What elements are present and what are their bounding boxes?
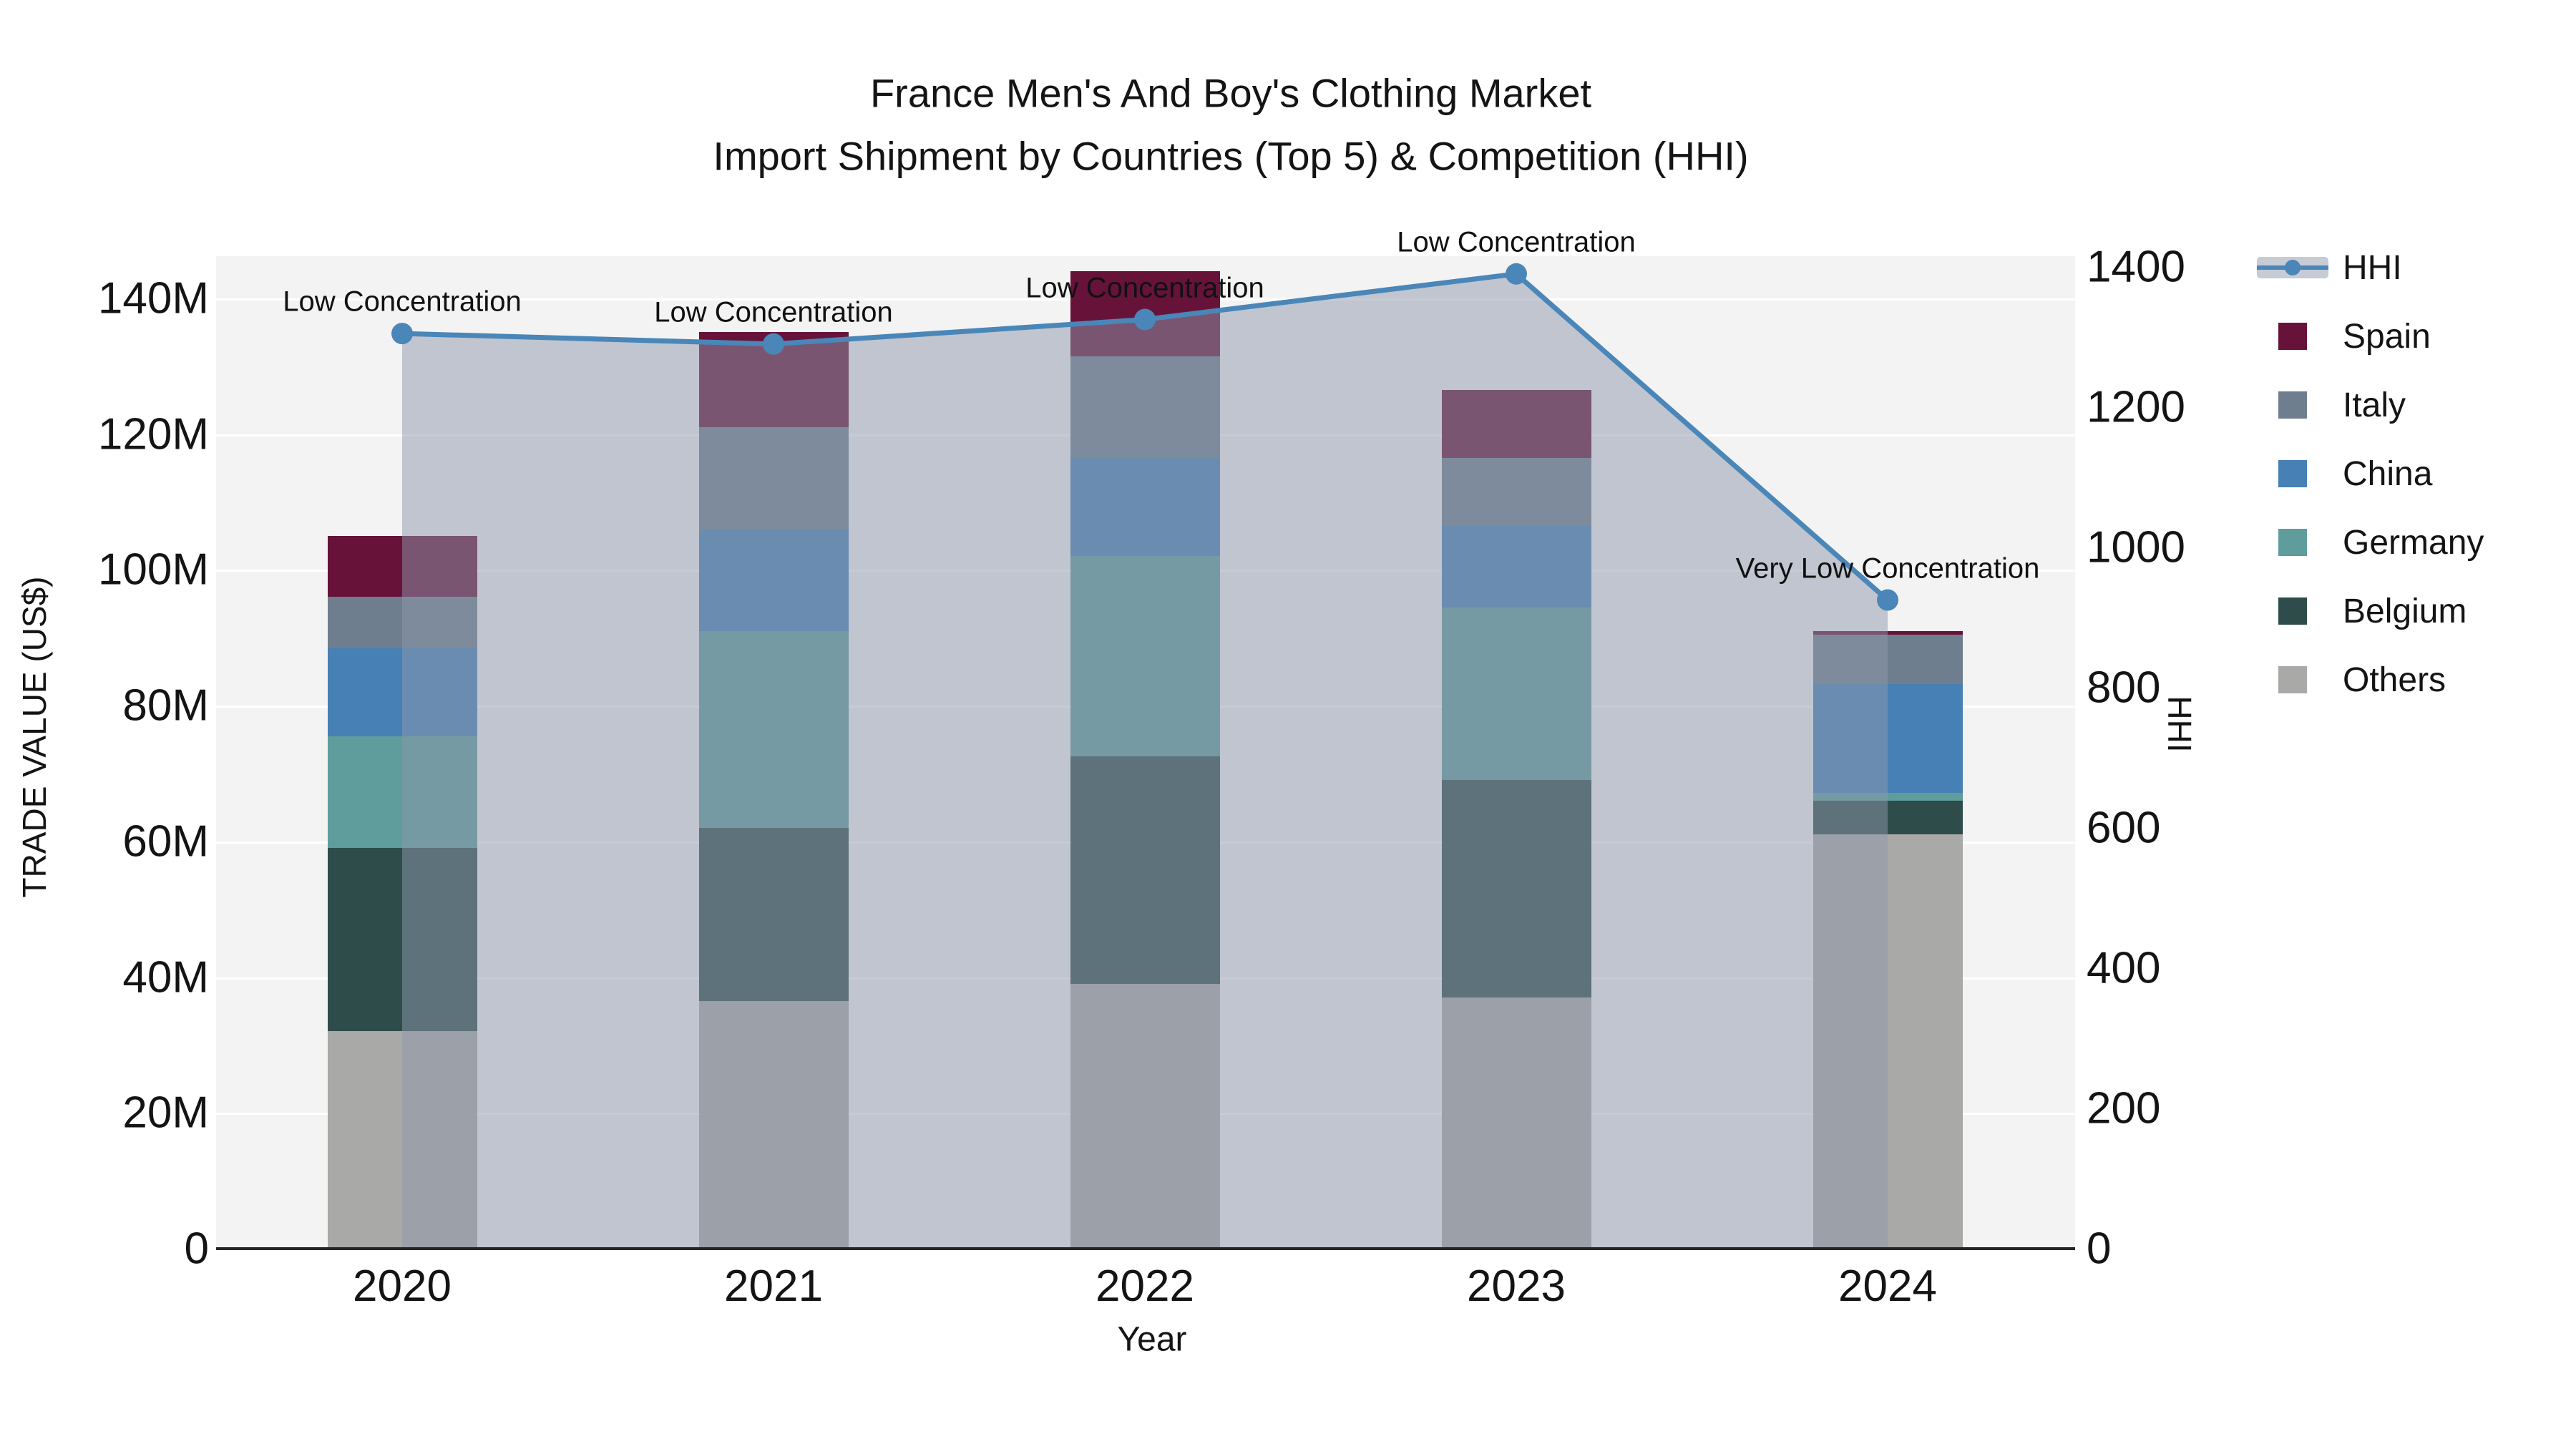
legend-label: Germany — [2343, 523, 2484, 562]
y-right-tick-400: 400 — [2087, 943, 2161, 993]
legend-swatch-icon — [2253, 529, 2333, 556]
legend-swatch-icon — [2253, 597, 2333, 625]
x-tick-2021: 2021 — [724, 1262, 823, 1311]
annotation-2024: Very Low Concentration — [1735, 552, 2040, 584]
x-tick-2022: 2022 — [1096, 1262, 1194, 1311]
x-axis-line — [216, 1247, 2075, 1250]
x-tick-2024: 2024 — [1838, 1262, 1937, 1311]
legend-item-germany[interactable]: Germany — [2253, 508, 2484, 577]
y-right-tick-1200: 1200 — [2087, 382, 2185, 432]
y-left-tick-40M: 40M — [122, 952, 209, 1002]
legend-label: Spain — [2343, 317, 2431, 356]
hhi-area-fill — [402, 273, 1888, 1249]
legend-item-italy[interactable]: Italy — [2253, 371, 2484, 439]
legend-item-china[interactable]: China — [2253, 439, 2484, 508]
chart-title-line2: Import Shipment by Countries (Top 5) & C… — [713, 133, 1749, 179]
y-left-tick-140M: 140M — [97, 273, 209, 323]
y-left-tick-60M: 60M — [122, 816, 209, 867]
y-right-tick-0: 0 — [2087, 1224, 2112, 1274]
y-left-tick-20M: 20M — [122, 1088, 209, 1138]
legend-label: Belgium — [2343, 592, 2467, 630]
hhi-marker-2023 — [1506, 263, 1527, 285]
legend-item-spain[interactable]: Spain — [2253, 302, 2484, 371]
y-right-tick-1400: 1400 — [2087, 242, 2185, 292]
legend-label: China — [2343, 454, 2433, 493]
y-right-tick-200: 200 — [2087, 1083, 2161, 1133]
legend-label: HHI — [2343, 248, 2402, 287]
hhi-marker-2024 — [1877, 589, 1898, 611]
annotation-2022: Low Concentration — [1025, 272, 1264, 303]
x-tick-2020: 2020 — [353, 1262, 452, 1311]
y-left-tick-100M: 100M — [97, 545, 209, 595]
hhi-marker-2021 — [763, 333, 784, 355]
annotation-2020: Low Concentration — [283, 286, 522, 318]
hhi-legend-band — [2257, 257, 2328, 278]
legend-color-swatch — [2278, 391, 2307, 419]
annotation-2023: Low Concentration — [1397, 226, 1636, 258]
chart-title-line1: France Men's And Boy's Clothing Market — [869, 70, 1592, 116]
legend-color-swatch — [2278, 597, 2307, 625]
legend-item-belgium[interactable]: Belgium — [2253, 577, 2484, 645]
legend-swatch-icon — [2253, 391, 2333, 419]
legend-swatch-icon — [2253, 323, 2333, 350]
y-right-tick-600: 600 — [2087, 803, 2161, 853]
y-right-tick-800: 800 — [2087, 663, 2161, 713]
hhi-marker-2022 — [1134, 308, 1156, 331]
legend-color-swatch — [2278, 666, 2307, 693]
legend-color-swatch — [2278, 323, 2307, 350]
y-left-tick-120M: 120M — [97, 409, 209, 459]
y-left-tick-0: 0 — [184, 1224, 209, 1274]
legend-label: Italy — [2343, 386, 2406, 424]
legend-label: Others — [2343, 660, 2446, 699]
hhi-line-icon — [2253, 257, 2333, 278]
legend-swatch-icon — [2253, 666, 2333, 693]
x-tick-2023: 2023 — [1467, 1262, 1566, 1311]
y-right-tick-1000: 1000 — [2087, 522, 2185, 572]
x-axis-title: Year — [1117, 1320, 1187, 1359]
annotation-2021: Low Concentration — [654, 296, 893, 328]
legend-color-swatch — [2278, 460, 2307, 487]
legend-color-swatch — [2278, 529, 2307, 556]
hhi-marker-2020 — [391, 323, 413, 345]
legend-swatch-icon — [2253, 460, 2333, 487]
legend-item-others[interactable]: Others — [2253, 645, 2484, 714]
legend-item-hhi[interactable]: HHI — [2253, 233, 2484, 302]
hhi-legend-marker — [2285, 260, 2301, 275]
y-left-tick-80M: 80M — [122, 680, 209, 731]
legend: HHI Spain Italy China Germany Belgium Others — [2253, 233, 2484, 714]
